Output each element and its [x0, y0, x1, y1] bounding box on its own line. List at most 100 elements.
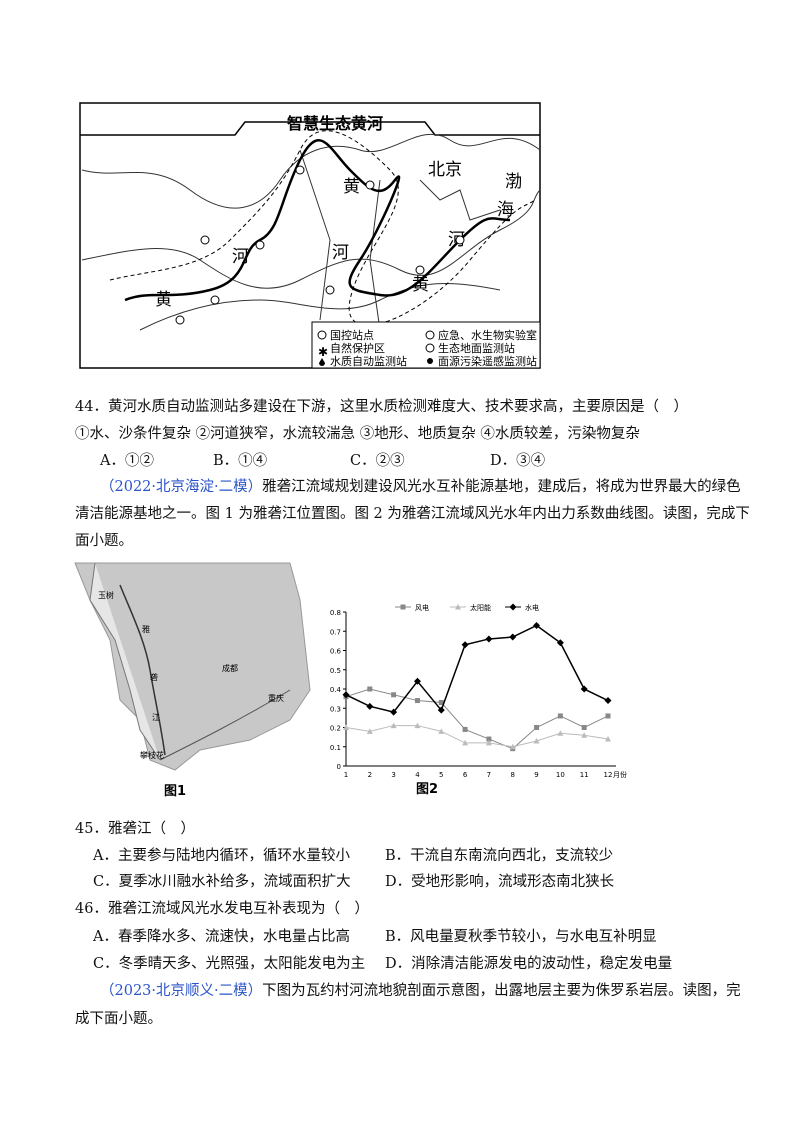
marker — [413, 677, 421, 685]
basin — [89, 562, 161, 761]
marker — [391, 692, 397, 698]
x-tick-label: 10 — [556, 771, 565, 779]
figure-caption: 图1 — [164, 784, 186, 799]
legend-text: 水质自动监测站 — [330, 354, 407, 368]
marker — [509, 743, 516, 750]
place-label: 渤 — [505, 172, 522, 192]
map2-labels: 玉树 雅 砻 江 成都 重庆 攀枝花 — [98, 590, 284, 760]
place-label: 北京 — [428, 160, 462, 180]
marker — [462, 739, 469, 746]
marker — [581, 725, 587, 730]
option: B．风电量夏秋季节较小，与水电互补明显 — [385, 929, 657, 945]
marker — [557, 730, 564, 736]
option: A．主要参与陆地内循环，循环水量较小 — [93, 848, 350, 864]
svg-text:✱: ✱ — [318, 345, 328, 359]
series-line — [345, 725, 609, 748]
marker — [604, 697, 612, 705]
y-tick-label: 0.1 — [330, 744, 341, 752]
place-label: 玉树 — [98, 590, 114, 600]
map-lines — [81, 133, 541, 331]
y-tick-label: 0.8 — [330, 609, 341, 617]
marker — [414, 698, 420, 704]
marker — [534, 725, 540, 730]
marker — [390, 708, 398, 716]
x-tick-label: 6 — [463, 771, 468, 779]
x-tick-label: 5 — [439, 771, 443, 779]
y-tick-label: 0.6 — [330, 648, 342, 656]
map-labels: 北京 渤 海 黄 河 河 黄 河 黄 — [155, 160, 522, 310]
marker — [437, 706, 445, 714]
source: （2022·北京海淀·二模） — [100, 479, 263, 495]
x-tick-label: 7 — [487, 771, 491, 779]
place-label: 成都 — [222, 663, 238, 673]
intro-text: 下图为瓦约村河流地貌剖面示意图，出露地层主要为侏罗系岩层。读图，完 — [262, 983, 741, 999]
marker — [366, 702, 374, 710]
marker — [605, 713, 611, 719]
place-label: 海 — [497, 200, 514, 220]
stations — [175, 165, 465, 325]
intro-line: （2022·北京海淀·二模）雅砻江流域规划建设风光水互补能源基地，建成后，将成为… — [100, 477, 741, 497]
legend-text: 面源污染遥感监测站 — [438, 354, 537, 368]
legend-marker — [455, 604, 461, 610]
y-tick-label: 0.7 — [330, 628, 341, 636]
marker — [462, 726, 468, 732]
marker — [485, 635, 493, 643]
legend-items: 国控站点 自然保护区 水质自动监测站 应急、水生物实验室 生态地面监测站 面源污… — [317, 328, 537, 368]
legend-text: 水电 — [525, 603, 539, 612]
legend-text: 国控站点 — [330, 328, 374, 342]
marker — [486, 736, 492, 742]
y-tick-label: 0.5 — [330, 667, 341, 675]
y-tick-label: 0.3 — [330, 705, 341, 713]
basin-boundary — [109, 130, 536, 326]
x-tick-label: 9 — [534, 771, 538, 779]
marker — [557, 713, 563, 719]
option: D．受地形影响，流域形态南北狭长 — [385, 874, 615, 890]
source: （2023·北京顺义·二模） — [100, 983, 263, 999]
option: A．春季降水多、流速快，水电量占比高 — [93, 929, 350, 945]
option: C．夏季冰川融水补给多，流域面积扩大 — [93, 874, 351, 890]
statements: ①水、沙条件复杂 ②河道狭窄，水流较湍急 ③地形、地质复杂 ④水质较差，污染物复… — [75, 426, 640, 442]
option: C．冬季晴天多、光照强，太阳能发电为主 — [93, 956, 366, 972]
legend-text: 风电 — [415, 603, 429, 612]
option: D．③④ — [490, 453, 546, 469]
marker — [342, 691, 350, 699]
intro-text: 雅砻江流域规划建设风光水互补能源基地，建成后，将成为世界最大的绿色 — [262, 479, 741, 495]
x-tick-label: 4 — [415, 771, 420, 779]
option: D．消除清洁能源发电的波动性，稳定发电量 — [385, 956, 673, 972]
river — [159, 689, 291, 761]
legend-text: 太阳能 — [470, 603, 491, 612]
option: A．①② — [100, 453, 154, 469]
marker — [367, 686, 373, 692]
legend-marker — [509, 603, 517, 611]
yalong-river — [119, 584, 166, 756]
series-line — [345, 688, 609, 750]
line-chart: 00.10.20.30.40.50.60.70.81 2 3 4 5 6 7 8 9 10 11 12… — [330, 603, 627, 779]
question-stem: 44．黄河水质自动监测站多建设在下游，这里水质检测难度大、技术要求高，主要原因是… — [75, 399, 688, 415]
map-legend — [311, 321, 541, 369]
place-label: 攀枝花 — [140, 750, 164, 760]
place-label: 黄 — [343, 177, 360, 197]
marker — [509, 633, 517, 641]
marker — [605, 736, 611, 742]
place-label: 河 — [232, 247, 249, 267]
marker — [580, 685, 588, 693]
marker — [438, 699, 444, 705]
marker — [343, 724, 349, 730]
place-label: 雅 — [142, 624, 150, 634]
question-stem: 45．雅砻江（ ） — [75, 821, 195, 837]
yellow-river — [124, 139, 511, 302]
marker — [533, 621, 541, 629]
x-tick-label: 1 — [344, 771, 348, 779]
x-axis-label: 月份 — [613, 770, 627, 779]
legend-text: 自然保护区 — [330, 341, 385, 355]
option: B．①④ — [213, 453, 268, 469]
intro-text: 成下面小题。 — [75, 1011, 162, 1027]
question-stem: 46．雅砻江流域风光水发电互补表现为（ ） — [75, 901, 369, 917]
marker — [556, 639, 564, 647]
y-tick-label: 0.2 — [330, 725, 341, 733]
marker — [366, 728, 373, 734]
map-title: 智慧生态黄河 — [287, 114, 383, 133]
marker — [438, 728, 445, 734]
map-title-bar — [80, 121, 540, 136]
